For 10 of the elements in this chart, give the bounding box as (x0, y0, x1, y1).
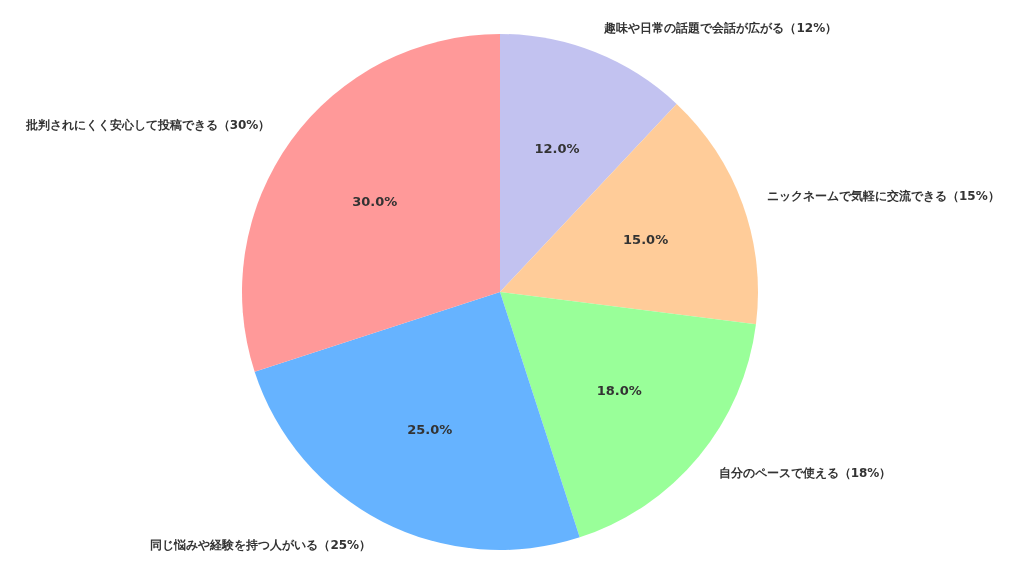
slice-label: 趣味や日常の話題で会話が広がる（12%） (603, 21, 838, 36)
slice-label: 批判されにくく安心して投稿できる（30%） (24, 118, 271, 133)
slice-label: ニックネームで気軽に交流できる（15%） (767, 188, 1000, 203)
data-label: 12.0% (534, 140, 580, 156)
data-label: 15.0% (623, 232, 669, 248)
slice-label: 同じ悩みや経験を持つ人がいる（25%） (150, 537, 372, 552)
data-label: 30.0% (352, 193, 398, 209)
slice-label: 自分のペースで使える（18%） (718, 465, 892, 480)
data-label: 18.0% (596, 383, 642, 399)
data-label: 25.0% (407, 422, 453, 438)
